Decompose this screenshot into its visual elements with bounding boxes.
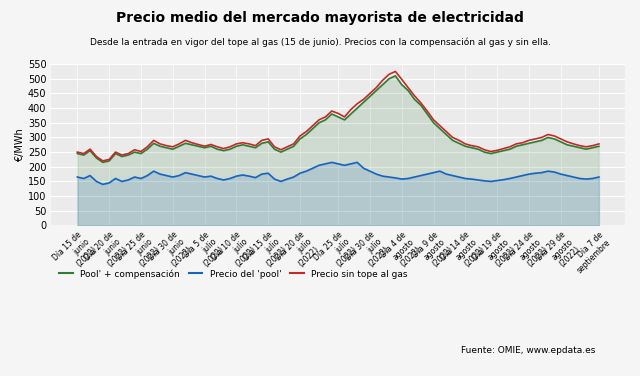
- Legend: Pool' + compensación, Precio del 'pool', Precio sin tope al gas: Pool' + compensación, Precio del 'pool',…: [56, 265, 412, 282]
- Text: Precio medio del mercado mayorista de electricidad: Precio medio del mercado mayorista de el…: [116, 11, 524, 25]
- Y-axis label: €/MWh: €/MWh: [15, 128, 25, 162]
- Text: Desde la entrada en vigor del tope al gas (15 de junio). Precios con la compensa: Desde la entrada en vigor del tope al ga…: [90, 38, 550, 47]
- Text: Fuente: OMIE, www.epdata.es: Fuente: OMIE, www.epdata.es: [461, 346, 595, 355]
